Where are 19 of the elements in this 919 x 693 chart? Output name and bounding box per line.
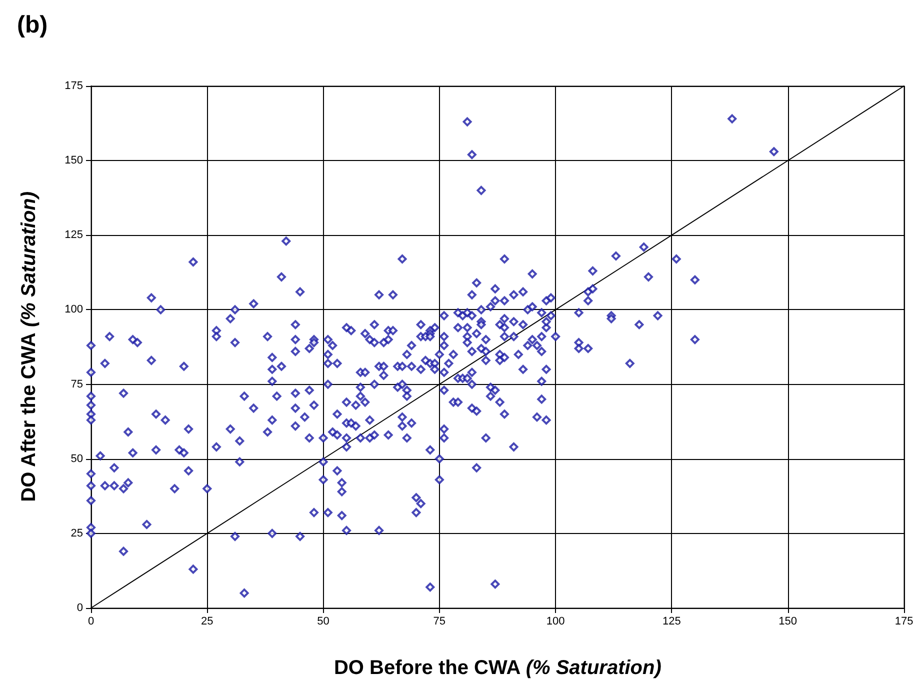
x-tick-label: 25 [201,616,214,628]
y-tick-label: 75 [70,378,83,390]
x-tick-label: 125 [662,616,681,628]
y-tick-label: 150 [64,154,83,167]
x-tick-label: 50 [317,616,330,628]
y-tick-label: 175 [64,80,83,92]
x-tick-label: 175 [894,616,914,628]
x-tick-label: 150 [778,616,798,628]
y-tick-label: 50 [70,452,83,465]
y-tick-label: 0 [76,602,83,614]
x-tick-label: 75 [433,616,446,628]
chart-title: (b) [17,12,48,38]
x-tick-label: 0 [88,616,94,628]
y-tick-label: 125 [64,229,83,242]
y-axis-title: DO After the CWA (% Saturation) [18,191,40,502]
x-axis-title: DO Before the CWA (% Saturation) [334,657,662,679]
x-tick-label: 100 [546,616,565,628]
y-tick-label: 100 [64,304,83,316]
y-tick-label: 25 [70,527,83,540]
